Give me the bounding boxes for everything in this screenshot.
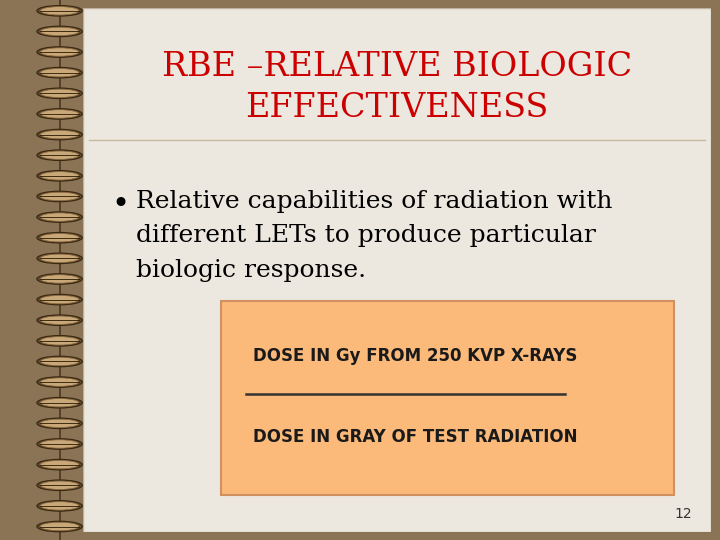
Ellipse shape — [40, 502, 79, 510]
Ellipse shape — [40, 172, 79, 180]
Ellipse shape — [40, 151, 79, 159]
Ellipse shape — [37, 315, 82, 326]
Ellipse shape — [37, 88, 82, 99]
Text: 12: 12 — [675, 508, 693, 522]
Text: DOSE IN GRAY OF TEST RADIATION: DOSE IN GRAY OF TEST RADIATION — [253, 428, 577, 446]
Ellipse shape — [37, 212, 82, 222]
Ellipse shape — [40, 275, 79, 283]
Ellipse shape — [37, 274, 82, 284]
Ellipse shape — [40, 130, 79, 139]
Text: •: • — [111, 190, 129, 219]
Ellipse shape — [37, 460, 82, 470]
Ellipse shape — [40, 254, 79, 262]
Ellipse shape — [37, 521, 82, 532]
Ellipse shape — [40, 89, 79, 97]
Text: EFFECTIVENESS: EFFECTIVENESS — [246, 92, 549, 124]
Ellipse shape — [40, 337, 79, 345]
Ellipse shape — [37, 356, 82, 367]
Ellipse shape — [37, 377, 82, 387]
Bar — [221, 301, 674, 495]
Ellipse shape — [37, 501, 82, 511]
Ellipse shape — [40, 213, 79, 221]
Ellipse shape — [40, 461, 79, 469]
Text: different LETs to produce particular: different LETs to produce particular — [136, 225, 596, 247]
Ellipse shape — [37, 150, 82, 160]
Ellipse shape — [40, 378, 79, 386]
Ellipse shape — [37, 294, 82, 305]
Ellipse shape — [37, 129, 82, 140]
Ellipse shape — [40, 357, 79, 366]
Ellipse shape — [37, 253, 82, 264]
Ellipse shape — [37, 109, 82, 119]
Text: biologic response.: biologic response. — [136, 259, 366, 281]
Ellipse shape — [40, 192, 79, 201]
Ellipse shape — [40, 69, 79, 77]
Ellipse shape — [37, 47, 82, 57]
Ellipse shape — [40, 6, 79, 15]
Ellipse shape — [37, 68, 82, 78]
Ellipse shape — [40, 27, 79, 36]
Ellipse shape — [37, 191, 82, 202]
Ellipse shape — [37, 335, 82, 346]
Ellipse shape — [37, 171, 82, 181]
Ellipse shape — [40, 295, 79, 303]
Text: RBE –RELATIVE BIOLOGIC: RBE –RELATIVE BIOLOGIC — [162, 51, 632, 83]
Ellipse shape — [37, 438, 82, 449]
Text: Relative capabilities of radiation with: Relative capabilities of radiation with — [136, 191, 613, 213]
Ellipse shape — [37, 26, 82, 37]
Ellipse shape — [40, 481, 79, 489]
Ellipse shape — [40, 316, 79, 325]
Ellipse shape — [40, 419, 79, 428]
Ellipse shape — [37, 232, 82, 243]
Ellipse shape — [37, 5, 82, 16]
Ellipse shape — [40, 399, 79, 407]
Ellipse shape — [40, 233, 79, 242]
Ellipse shape — [40, 48, 79, 56]
Ellipse shape — [37, 418, 82, 429]
Ellipse shape — [40, 522, 79, 531]
Ellipse shape — [37, 480, 82, 490]
Ellipse shape — [40, 440, 79, 448]
Text: DOSE IN Gy FROM 250 KVP X-RAYS: DOSE IN Gy FROM 250 KVP X-RAYS — [253, 347, 577, 364]
Ellipse shape — [40, 110, 79, 118]
Ellipse shape — [37, 397, 82, 408]
